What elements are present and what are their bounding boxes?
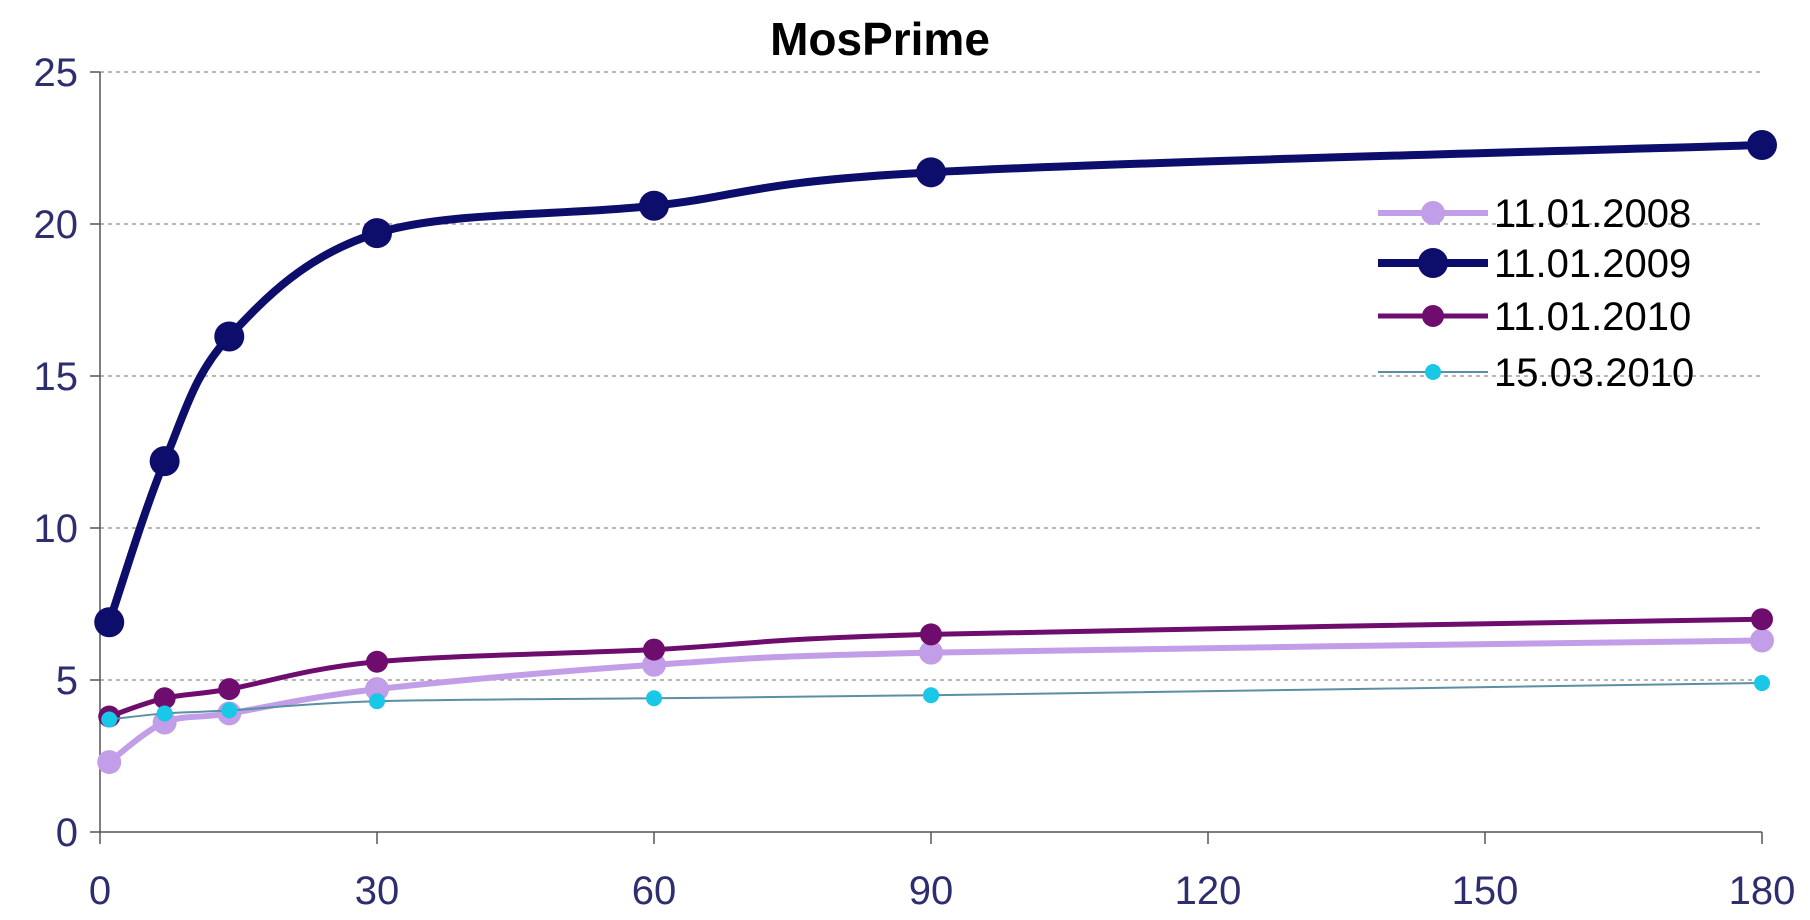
data-point (1754, 675, 1770, 692)
y-tick-label: 25 (34, 51, 79, 95)
series-line (109, 682, 1763, 721)
legend-swatch-marker (1418, 248, 1448, 278)
data-point (1750, 628, 1774, 653)
x-tick-label: 0 (89, 869, 111, 913)
series-line (105, 140, 1763, 624)
legend-label: 15.03.2010 (1494, 351, 1694, 395)
legend-swatch-marker (1425, 364, 1441, 380)
legend-item: 11.01.2010 (1378, 295, 1691, 339)
data-point (97, 750, 122, 775)
data-point (643, 638, 665, 661)
data-point (365, 677, 389, 702)
series-layer (94, 129, 1777, 775)
data-point (916, 157, 946, 188)
x-tick-label: 30 (355, 869, 400, 913)
series-line (108, 616, 1763, 719)
legend-item: 15.03.2010 (1378, 351, 1694, 395)
data-point (214, 321, 245, 352)
y-tick-label: 5 (56, 659, 78, 703)
data-point (920, 623, 942, 646)
data-point (1747, 129, 1777, 160)
axis-layer: 0 5 10 15 20 25 0 30 60 90 120 150 180 (34, 51, 1796, 913)
grid-layer (100, 71, 1762, 681)
series-11.01.2009 (94, 129, 1777, 638)
data-point (156, 705, 173, 722)
legend-swatch-marker (1421, 201, 1445, 225)
data-point (221, 702, 238, 719)
y-tick-label: 20 (34, 203, 79, 247)
y-tick-label: 0 (56, 811, 78, 855)
data-point (923, 687, 939, 704)
y-tick-label: 10 (34, 507, 79, 551)
legend-label: 11.01.2009 (1494, 242, 1691, 286)
data-point (101, 711, 118, 728)
legend-swatch-marker (1422, 305, 1444, 327)
x-tick-label: 180 (1729, 869, 1796, 913)
data-point (369, 693, 385, 710)
legend-item: 11.01.2008 (1378, 192, 1691, 236)
data-point (366, 650, 388, 673)
data-point (919, 640, 943, 665)
data-point (94, 607, 125, 638)
x-tick-label: 150 (1452, 869, 1519, 913)
data-point (153, 687, 176, 710)
data-point (1751, 608, 1773, 631)
data-point (646, 690, 662, 707)
y-tick-label: 15 (34, 355, 79, 399)
legend-label: 11.01.2010 (1494, 295, 1691, 339)
chart-title: MosPrime (770, 13, 990, 65)
series-11.01.2010 (98, 608, 1773, 728)
legend-item: 11.01.2009 (1378, 242, 1691, 286)
data-point (362, 218, 392, 249)
x-tick-label: 90 (909, 869, 954, 913)
data-point (218, 678, 241, 701)
series-line (107, 637, 1763, 765)
legend-label: 11.01.2008 (1494, 192, 1691, 236)
x-tick-label: 60 (632, 869, 677, 913)
series-15.03.2010 (101, 675, 1770, 728)
x-tick-label: 120 (1175, 869, 1242, 913)
legend: 11.01.2008 11.01.2009 11.01.2010 15.03.2010 (1378, 192, 1694, 395)
data-point (149, 446, 180, 477)
data-point (639, 190, 669, 221)
